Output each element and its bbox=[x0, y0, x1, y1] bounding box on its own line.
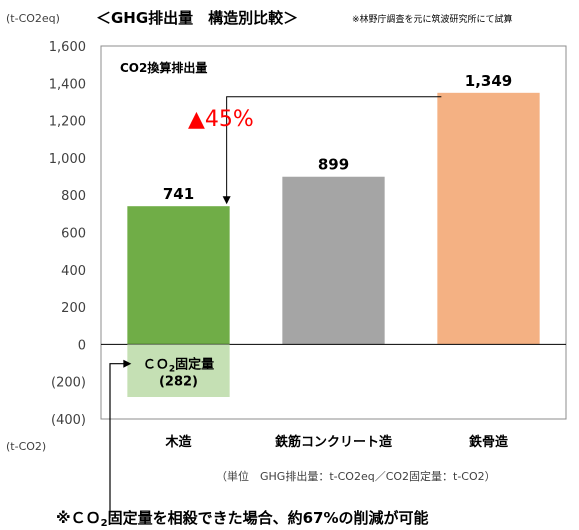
bars bbox=[127, 92, 540, 345]
footer-note: ※ＣＯ2固定量を相殺できた場合、約67%の削減が可能 bbox=[56, 509, 428, 529]
category-label: 鉄筋コンクリート造 bbox=[275, 434, 393, 450]
bar-value-label: 1,349 bbox=[465, 72, 512, 90]
y-unit-top-label: (t-CO2eq) bbox=[6, 12, 60, 25]
co2-fixation-value: (282) bbox=[159, 375, 198, 390]
y-unit-bottom-label: (t-CO2) bbox=[6, 440, 46, 453]
fixation-pointer-arrowhead bbox=[123, 359, 132, 368]
chart-title: ＜GHG排出量 構造別比較＞ bbox=[96, 9, 298, 27]
fixation-pointer-arrow bbox=[109, 363, 126, 518]
y-tick-label: 200 bbox=[61, 301, 86, 316]
y-tick-label: (400) bbox=[51, 413, 86, 428]
plot-area bbox=[100, 45, 567, 420]
reduction-connector-arrow bbox=[226, 96, 442, 199]
y-tick-label: 0 bbox=[78, 338, 86, 353]
y-tick-label: 1,400 bbox=[49, 77, 86, 92]
source-note: ※林野庁調査を元に筑波研究所にて試算 bbox=[352, 13, 513, 25]
co2-fixation-bar bbox=[127, 344, 230, 397]
category-label: 鉄骨造 bbox=[469, 434, 509, 450]
category-label: 木造 bbox=[164, 434, 192, 450]
y-tick-label: 1,600 bbox=[49, 40, 86, 55]
co2-fixation-label: ＣＯ2固定量 bbox=[143, 357, 214, 375]
bar-value-labels: 741 899 1,349 bbox=[163, 72, 512, 203]
units-note: （単位 GHG排出量：t-CO2eq／CO2固定量：t-CO2） bbox=[216, 469, 496, 483]
bar bbox=[437, 92, 540, 345]
y-tick-label: 400 bbox=[61, 264, 86, 279]
bar-value-label: 899 bbox=[318, 156, 349, 174]
y-tick-label: 1,200 bbox=[49, 115, 86, 130]
bar bbox=[127, 206, 230, 345]
y-tick-label: 600 bbox=[61, 227, 86, 242]
y-tick-label: 800 bbox=[61, 189, 86, 204]
y-axis-ticks: (400) (200) 0 200 400 600 800 1,000 1,200 1,400 1,… bbox=[49, 40, 86, 428]
bar bbox=[282, 176, 385, 345]
bar-value-label: 741 bbox=[163, 185, 194, 203]
inner-series-label: CO2換算排出量 bbox=[120, 60, 207, 75]
y-tick-label: (200) bbox=[51, 376, 86, 391]
reduction-annotation: ▲45% bbox=[188, 107, 254, 132]
category-labels: 木造 鉄筋コンクリート造 鉄骨造 bbox=[164, 434, 509, 450]
y-tick-label: 1,000 bbox=[49, 152, 86, 167]
reduction-arrowhead bbox=[222, 196, 231, 205]
